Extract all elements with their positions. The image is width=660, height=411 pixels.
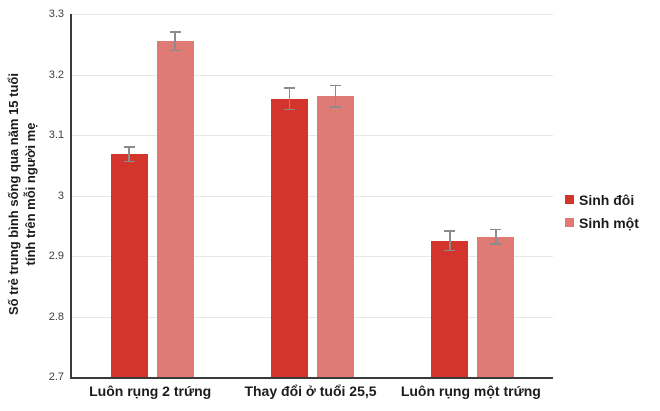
error-bar <box>288 87 291 110</box>
y-tick-label: 2.9 <box>48 250 64 262</box>
y-axis-title-line1: Số trẻ trung bình sống qua năm 15 tuổi <box>6 73 21 315</box>
bar <box>317 96 354 377</box>
error-bar-cap <box>444 249 456 252</box>
error-bar <box>495 229 497 244</box>
gridline <box>72 74 553 76</box>
legend: Sinh đôi Sinh một <box>565 188 639 234</box>
error-bar-cap <box>284 87 295 89</box>
bar <box>431 240 469 377</box>
error-bar-cap <box>490 228 502 231</box>
error-bar-cap <box>169 31 181 33</box>
legend-swatch <box>565 195 574 204</box>
y-tick-label: 2.8 <box>48 310 64 323</box>
bar <box>477 236 515 377</box>
error-bar <box>334 85 337 108</box>
y-tick-label: 3.1 <box>48 129 64 141</box>
y-tick-label: 2.7 <box>48 371 64 383</box>
x-category-label: Luôn rụng 2 trứng <box>89 383 212 399</box>
y-tick-label: 3 <box>57 189 64 202</box>
x-category-label: Thay đổi ở tuổi 25,5 <box>244 383 377 399</box>
gridline <box>72 135 553 136</box>
legend-label: Sinh một <box>579 214 639 231</box>
error-bar <box>128 147 130 162</box>
error-bar <box>449 231 451 251</box>
error-bar-cap <box>123 160 135 163</box>
gridline <box>72 316 553 318</box>
bar <box>156 41 194 377</box>
error-bar-cap <box>490 243 502 245</box>
gridline <box>72 256 553 257</box>
legend-item: Sinh một <box>565 211 639 234</box>
y-tick-label: 3.2 <box>48 68 64 81</box>
error-bar-cap <box>169 49 181 52</box>
legend-item: Sinh đôi <box>565 188 639 211</box>
error-bar-cap <box>284 108 295 111</box>
error-bar-cap <box>123 146 135 148</box>
gridline <box>72 195 553 197</box>
error-bar-cap <box>330 106 341 108</box>
x-category-label: Luôn rụng một trứng <box>400 383 541 399</box>
error-bar-cap <box>330 84 341 87</box>
error-bar-cap <box>444 230 456 232</box>
y-tick-label: 3.3 <box>48 8 64 20</box>
bar <box>271 98 308 377</box>
bar <box>110 154 148 377</box>
legend-swatch <box>565 218 574 227</box>
error-bar <box>174 32 176 51</box>
plot-area <box>70 14 553 379</box>
gridline <box>72 14 553 15</box>
legend-label: Sinh đôi <box>579 191 635 208</box>
